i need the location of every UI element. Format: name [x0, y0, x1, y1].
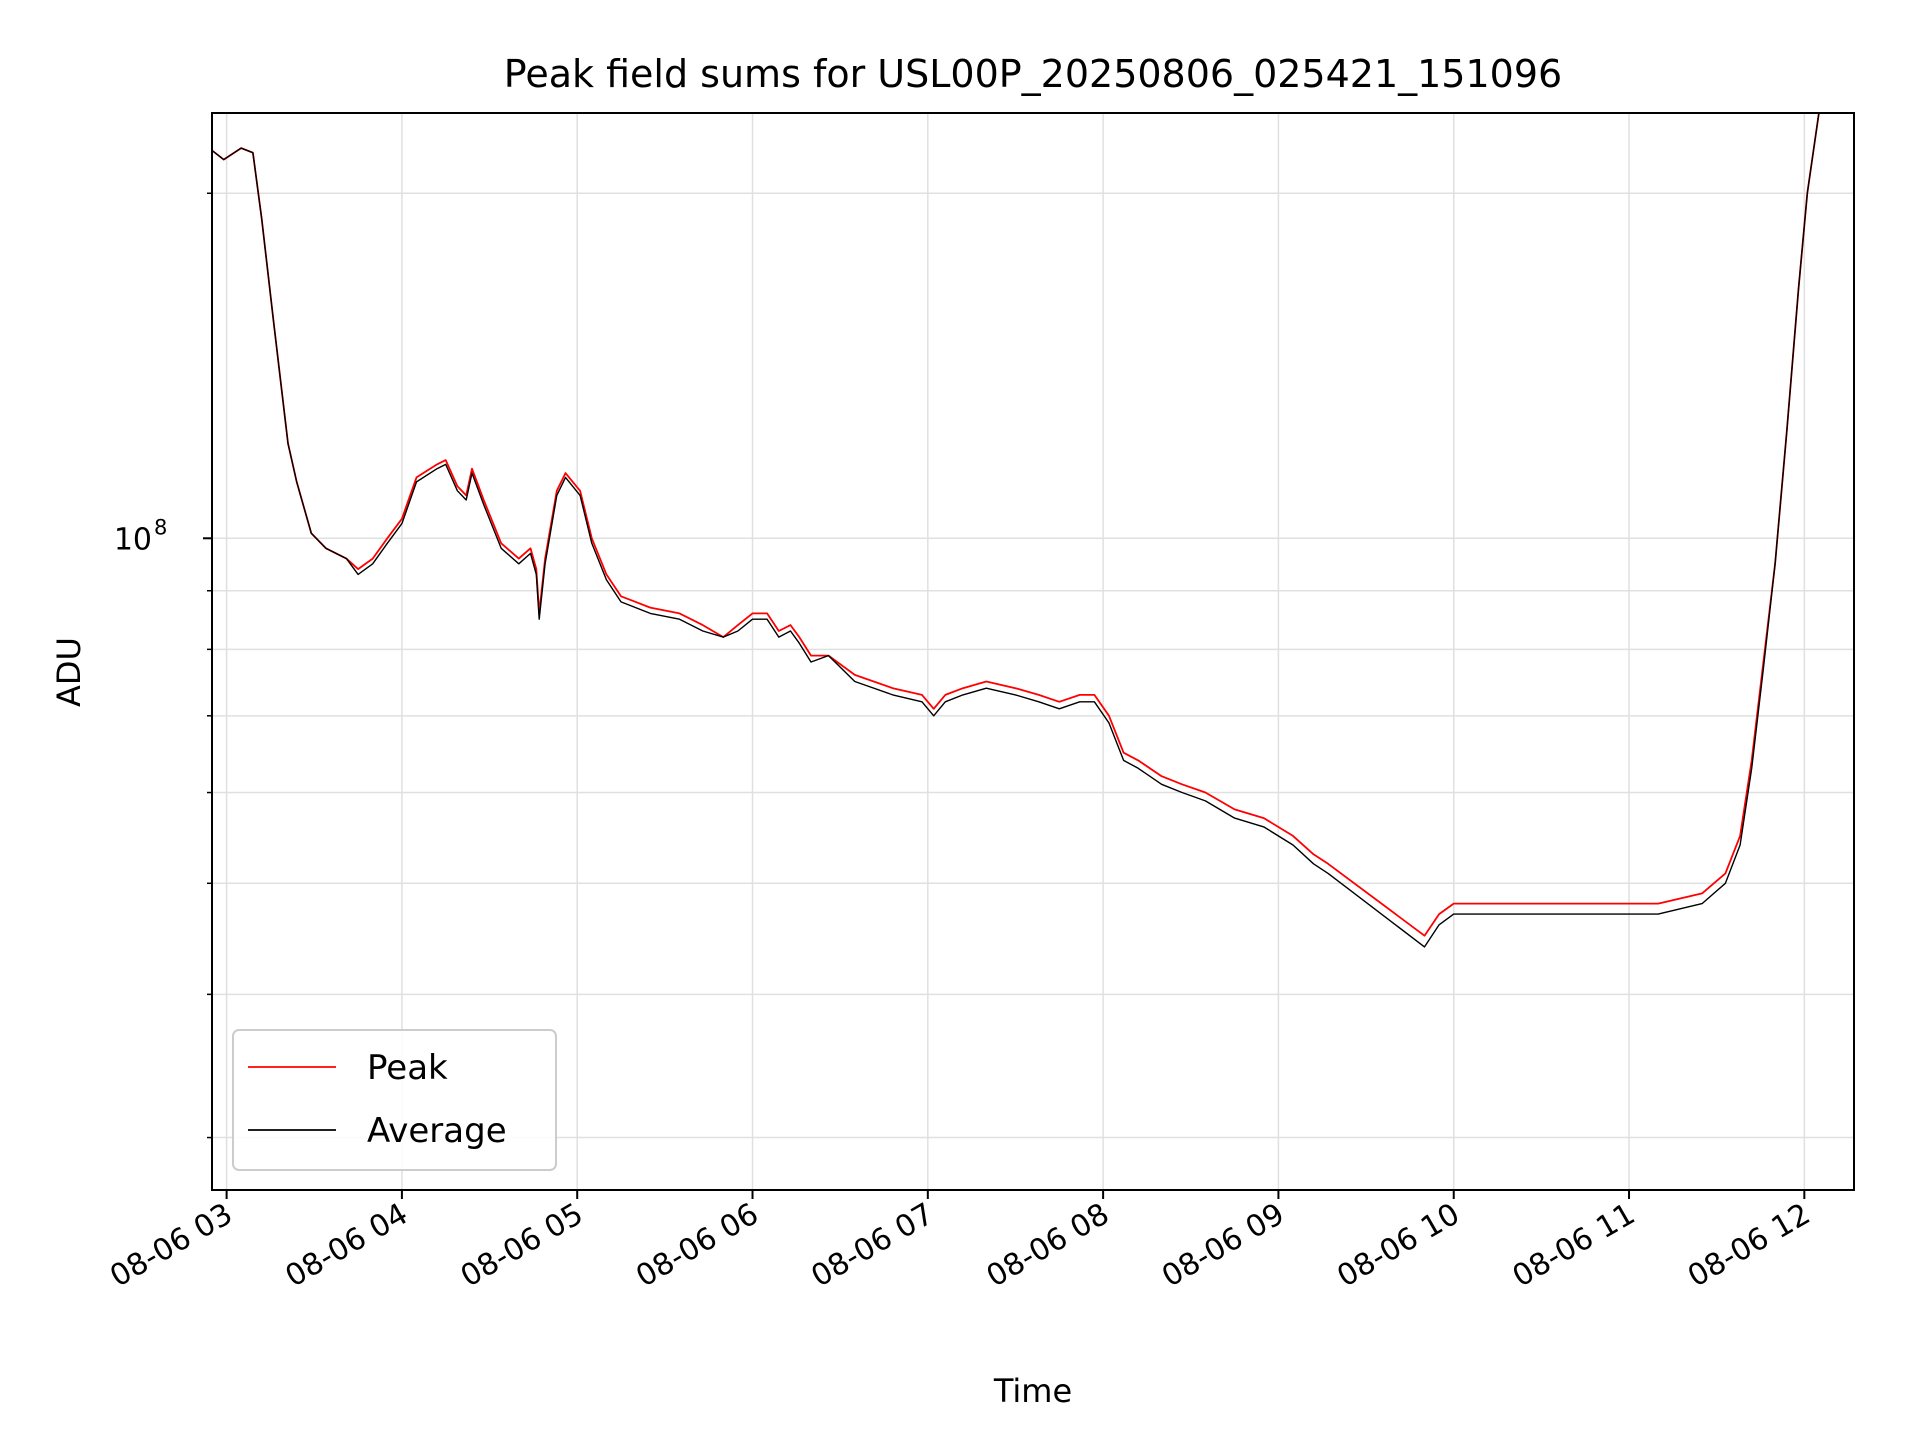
- legend: Peak Average: [232, 1029, 557, 1171]
- series-layer: [212, 113, 1820, 948]
- y-tick-label-exponent: 8: [154, 515, 167, 539]
- y-axis: 10 8: [114, 192, 212, 1139]
- series-line-average: [212, 113, 1820, 948]
- y-axis-title: ADU: [50, 637, 88, 707]
- legend-label-peak: Peak: [367, 1048, 448, 1088]
- chart-title: Peak field sums for USL00P_20250806_0254…: [504, 52, 1562, 96]
- grid-layer: [212, 113, 1854, 1190]
- x-axis-title: Time: [993, 1372, 1072, 1410]
- plot-frame: [211, 112, 1855, 1191]
- legend-label-average: Average: [367, 1111, 507, 1151]
- legend-box: [232, 1029, 557, 1171]
- series-line-peak: [212, 113, 1820, 937]
- y-tick-label: 10: [114, 522, 152, 557]
